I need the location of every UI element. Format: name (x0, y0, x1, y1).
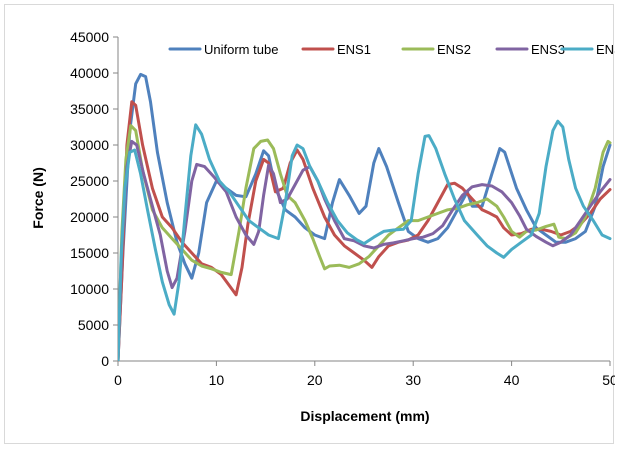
series-layer (118, 72, 612, 361)
axes (113, 36, 611, 366)
legend-label-3: ENS2 (437, 42, 471, 57)
series-line-5 (118, 119, 612, 361)
legend-label-4: ENS3 (531, 42, 565, 57)
legend: Uniform tube ENS1 ENS2 ENS3 ENS4 (155, 37, 615, 59)
legend-background (155, 37, 607, 59)
x-tick-label: 10 (209, 372, 225, 388)
x-tick-label: 20 (307, 372, 323, 388)
y-tick-label: 20000 (70, 209, 109, 225)
y-tick-label: 35000 (70, 101, 109, 117)
y-tick-label: 45000 (70, 29, 109, 45)
y-tick-label: 0 (101, 353, 109, 369)
x-tick-label: 0 (114, 372, 122, 388)
legend-label-1: Uniform tube (204, 42, 278, 57)
chart-frame: 0 5000 10000 15000 20000 25000 30000 35000 40000… (4, 4, 615, 444)
y-tick-label: 25000 (70, 173, 109, 189)
series-line-3 (118, 124, 612, 361)
x-axis-title: Displacement (mm) (300, 408, 429, 424)
tick-labels: 0 5000 10000 15000 20000 25000 30000 35000 40000… (70, 29, 615, 388)
y-tick-label: 5000 (78, 317, 109, 333)
x-tick-label: 30 (405, 372, 421, 388)
legend-label-5: ENS4 (596, 42, 615, 57)
x-tick-label: 50 (602, 372, 615, 388)
y-tick-label: 10000 (70, 281, 109, 297)
y-axis-title: Force (N) (30, 167, 46, 228)
legend-label-2: ENS1 (337, 42, 371, 57)
line-chart: 0 5000 10000 15000 20000 25000 30000 35000 40000… (30, 29, 615, 424)
y-tick-label: 40000 (70, 65, 109, 81)
x-tick-label: 40 (504, 372, 520, 388)
y-tick-label: 15000 (70, 245, 109, 261)
y-tick-label: 30000 (70, 137, 109, 153)
